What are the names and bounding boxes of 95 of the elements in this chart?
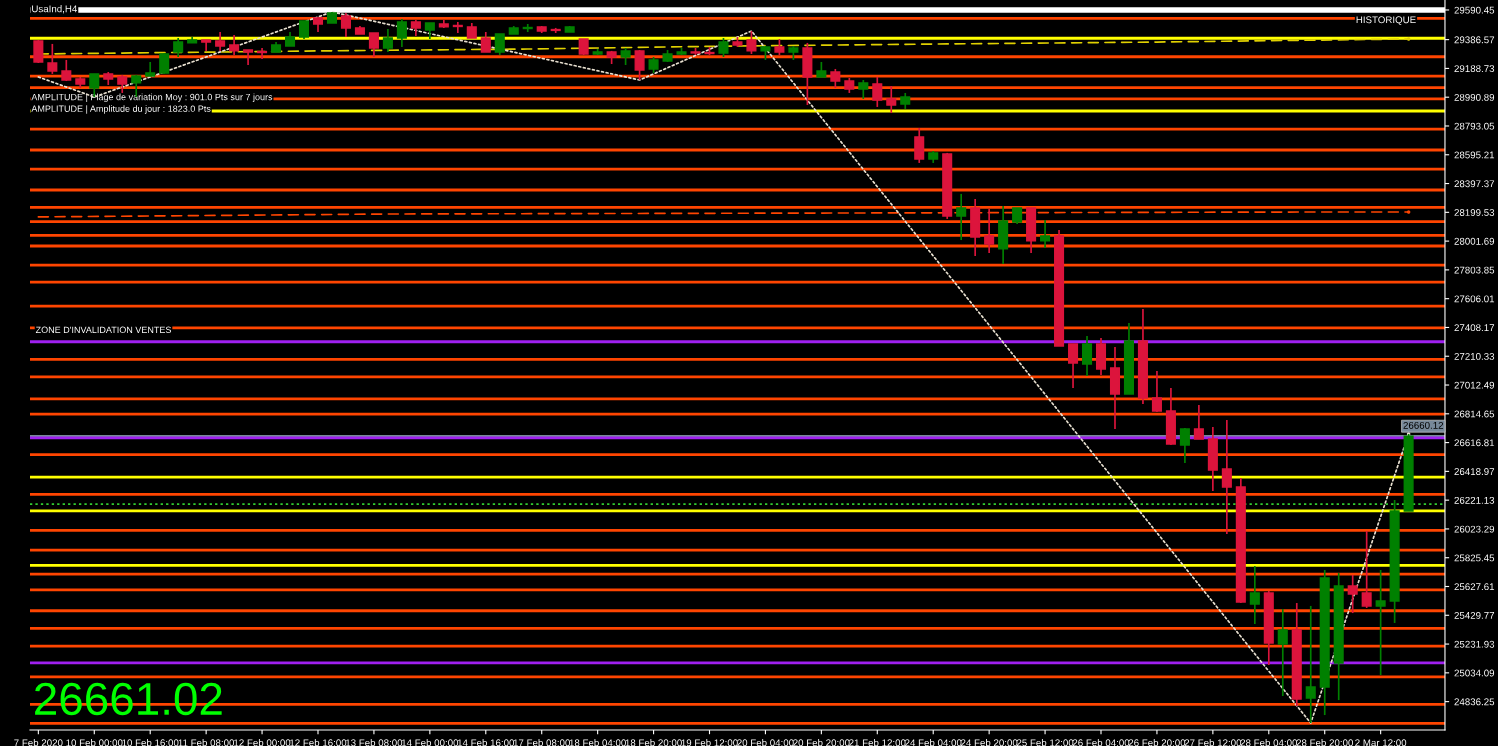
x-tick-label: 26 Feb 20:00 xyxy=(1128,739,1186,746)
x-tick-label: 20 Feb 04:00 xyxy=(737,739,794,746)
x-tick-label: 26 Feb 04:00 xyxy=(1072,739,1130,746)
y-tick-label: 27803.85 xyxy=(1454,266,1495,274)
candlestick xyxy=(1081,335,1093,377)
candlestick xyxy=(872,76,883,108)
y-tick-label: 25231.93 xyxy=(1454,640,1495,648)
x-tick-label: 27 Feb 12:00 xyxy=(1184,739,1242,746)
candlestick xyxy=(33,39,44,64)
x-tick-label: 28 Feb 04:00 xyxy=(1240,739,1298,746)
candlestick xyxy=(215,31,226,52)
x-tick-label: 28 Feb 20:00 xyxy=(1296,739,1353,746)
x-tick-label: 11 Feb 08:00 xyxy=(178,739,235,746)
candlestick xyxy=(243,49,254,66)
annotation: AMPLITUDE | Amplitude du jour : 1823.0 Pts xyxy=(31,105,211,114)
y-tick-label: 27012.49 xyxy=(1454,381,1495,389)
y-tick-label: 26814.65 xyxy=(1454,410,1495,418)
y-tick-label: 26221.13 xyxy=(1454,496,1495,504)
ref-line-label: 26660.12 xyxy=(1403,421,1444,429)
candlestick xyxy=(984,208,995,254)
candlestick xyxy=(1151,370,1162,413)
y-tick-label: 28990.89 xyxy=(1454,93,1495,101)
x-tick-label: 7 Feb 2020 xyxy=(14,739,63,746)
candlestick xyxy=(47,43,58,75)
candlestick xyxy=(1375,569,1386,676)
candlestick xyxy=(1179,427,1190,464)
y-tick-label: 24836.25 xyxy=(1454,698,1495,706)
x-tick-label: 13 Feb 08:00 xyxy=(346,739,403,746)
y-tick-label: 27408.17 xyxy=(1454,324,1495,332)
y-tick-label: 28793.05 xyxy=(1454,122,1495,130)
y-tick-label: 26023.29 xyxy=(1454,525,1495,533)
candlestick xyxy=(494,33,505,56)
x-tick-label: 12 Feb 00:00 xyxy=(234,739,291,746)
x-tick-label: 14 Feb 00:00 xyxy=(401,739,459,746)
y-tick-label: 25429.77 xyxy=(1454,612,1495,619)
candlestick xyxy=(634,49,645,81)
x-tick-label: 20 Feb 20:00 xyxy=(793,739,850,746)
candlestick xyxy=(1249,565,1260,625)
candlestick xyxy=(886,85,897,114)
x-tick-label: 2 Mar 12:00 xyxy=(1355,739,1407,746)
x-tick-label: 10 Feb 00:00 xyxy=(66,739,123,746)
candlestick xyxy=(718,37,729,58)
ref-line-label: ZONE D'INVALIDATION VENTES xyxy=(35,326,172,334)
x-tick-label: 25 Feb 12:00 xyxy=(1016,739,1074,746)
candlestick xyxy=(396,18,407,48)
candlestick xyxy=(173,37,184,58)
y-tick-label: 26616.81 xyxy=(1454,439,1495,447)
candlestick xyxy=(1040,219,1051,249)
x-tick-label: 24 Feb 04:00 xyxy=(905,739,962,746)
candlestick xyxy=(340,12,351,38)
candlestick xyxy=(858,79,869,100)
candlestick xyxy=(1305,605,1316,724)
y-tick-label: 29386.57 xyxy=(1454,36,1495,44)
candlestick xyxy=(480,31,491,53)
candlestick xyxy=(117,74,128,94)
y-tick-label: 25825.45 xyxy=(1454,554,1495,562)
candlestick xyxy=(298,20,310,40)
x-tick-label: 21 Feb 12:00 xyxy=(849,739,906,746)
x-tick-label: 14 Feb 16:00 xyxy=(457,739,515,746)
y-tick-label: 27210.33 xyxy=(1454,352,1495,360)
y-tick-label: 25034.09 xyxy=(1454,669,1495,677)
candlestick xyxy=(1361,530,1372,609)
y-tick-label: 28001.69 xyxy=(1454,237,1495,245)
y-tick-label: 29590.45 xyxy=(1454,6,1495,14)
candlestick xyxy=(1193,404,1204,440)
candlestick xyxy=(229,34,240,56)
chart-title: UsaInd,H4 xyxy=(32,5,78,14)
y-tick-label: 25627.61 xyxy=(1454,583,1495,591)
candlestick xyxy=(382,28,393,53)
candlestick xyxy=(1277,608,1288,697)
x-tick-label: 10 Feb 16:00 xyxy=(122,739,179,746)
candlestick xyxy=(1221,419,1232,535)
candlestick xyxy=(368,32,379,58)
y-tick-label: 27606.01 xyxy=(1454,295,1495,303)
x-tick-label: 18 Feb 20:00 xyxy=(625,739,682,746)
x-tick-label: 24 Feb 20:00 xyxy=(960,739,1018,746)
x-tick-label: 18 Feb 04:00 xyxy=(569,739,626,746)
candlestick xyxy=(257,47,268,60)
candlestick xyxy=(522,23,533,33)
x-tick-label: 19 Feb 12:00 xyxy=(681,739,738,746)
y-tick-label: 28397.37 xyxy=(1454,180,1495,188)
annotation: HISTORIQUE xyxy=(1356,16,1416,25)
candlestick xyxy=(1347,574,1358,614)
candlestick xyxy=(956,193,967,241)
candlestick xyxy=(914,127,925,164)
y-tick-label: 28595.21 xyxy=(1454,151,1495,159)
x-tick-label: 17 Feb 08:00 xyxy=(513,739,570,746)
x-tick-label: 12 Feb 16:00 xyxy=(290,739,347,746)
y-tick-label: 26418.97 xyxy=(1454,468,1495,475)
candlestick xyxy=(452,21,463,34)
y-tick-label: 29188.73 xyxy=(1454,65,1495,73)
candlestick xyxy=(1068,343,1079,389)
candlestick xyxy=(830,68,841,89)
candlestick xyxy=(746,30,757,55)
y-tick-label: 28199.53 xyxy=(1454,209,1495,216)
